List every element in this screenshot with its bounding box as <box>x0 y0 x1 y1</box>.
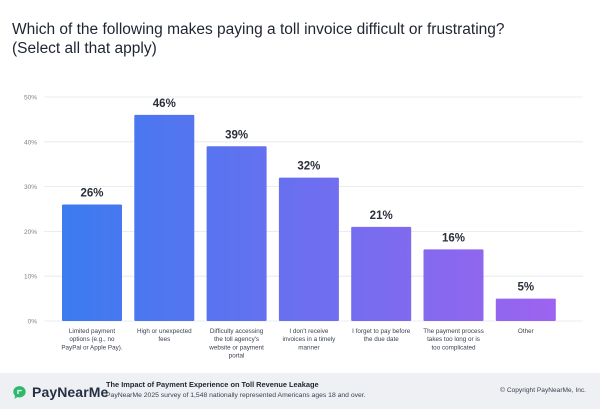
category-label-line: Limited payment <box>69 328 115 335</box>
bar <box>134 114 195 321</box>
chart-title-line2: (Select all that apply) <box>12 40 157 57</box>
paynearme-chat-bubble-icon <box>13 385 26 399</box>
y-tick-label: 20% <box>24 229 37 236</box>
bar-value-label: 5% <box>517 282 534 294</box>
bar-value-label: 39% <box>225 129 248 141</box>
bar <box>62 204 122 321</box>
category-label-line: the toll agency's <box>214 336 259 343</box>
bar <box>206 146 267 321</box>
y-tick-label: 50% <box>24 95 37 102</box>
y-tick-label: 40% <box>24 139 37 146</box>
category-label-line: invoices in a timely <box>282 336 336 343</box>
category-label-line: takes too long or is <box>427 336 480 343</box>
bar <box>351 226 412 321</box>
bar-value-label: 21% <box>370 210 393 222</box>
bar-value-label: 32% <box>297 161 320 173</box>
footer-subtitle: PayNearMe 2025 survey of 1,548 nationall… <box>106 392 366 399</box>
y-tick-label: 10% <box>24 274 37 281</box>
category-label-line: Difficulty accessing <box>210 328 264 335</box>
category-label-line: manner <box>298 344 319 351</box>
bar <box>495 298 556 321</box>
y-tick-label: 0% <box>28 319 38 326</box>
category-label-line: I don't receive <box>289 328 329 335</box>
category-label: Other <box>518 328 534 335</box>
category-label: High or unexpected fees <box>137 328 192 343</box>
bar-value-label: 16% <box>442 232 465 244</box>
category-label-line: website or payment <box>208 344 264 351</box>
y-tick-label: 30% <box>24 184 37 191</box>
category-label: The payment process takes too long or is t… <box>423 328 484 351</box>
bar <box>423 249 484 321</box>
category-label-line: The payment process <box>423 328 484 335</box>
footer-title: The Impact of Payment Experience on Toll… <box>106 380 319 389</box>
category-label-line: options (e.g., no <box>69 336 115 343</box>
category-label-line: Other <box>518 328 534 335</box>
category-label: Difficulty accessing the toll agency's web… <box>208 328 264 360</box>
category-label-line: too complicated <box>431 344 476 351</box>
category-label: Limited payment options (e.g., no PayPal o… <box>61 328 123 351</box>
logo-wordmark: PayNearMe <box>32 384 109 400</box>
category-label-line: portal <box>229 353 245 360</box>
bar-value-label: 46% <box>153 98 176 110</box>
bar-value-label: 26% <box>80 188 103 200</box>
category-label-line: High or unexpected <box>137 328 192 335</box>
chart-title: Which of the following makes paying a to… <box>12 20 572 58</box>
chart-title-line1: Which of the following makes paying a to… <box>12 21 505 38</box>
category-label: I forget to pay before the due date <box>352 328 411 343</box>
category-label-line: the due date <box>364 336 400 343</box>
category-label-line: PayPal or Apple Pay). <box>61 344 123 351</box>
brand-logo: PayNearMe <box>12 384 108 400</box>
bar <box>278 177 339 321</box>
category-label: I don't receive invoices in a timely manne… <box>282 328 336 351</box>
footer: PayNearMe The Impact of Payment Experien… <box>0 373 600 409</box>
category-label-line: fees <box>158 336 170 343</box>
copyright-notice: © Copyright PayNearMe, Inc. <box>500 387 586 394</box>
category-label-line: I forget to pay before <box>352 328 411 335</box>
